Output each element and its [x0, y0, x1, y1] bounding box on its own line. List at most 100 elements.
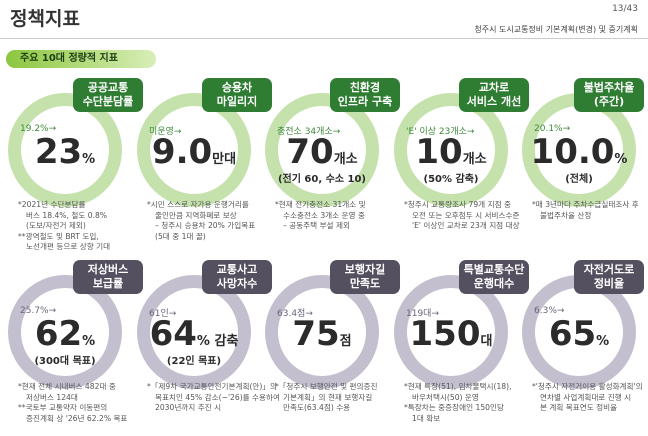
target-number: 70 [286, 132, 334, 172]
target-value: 65% [522, 314, 636, 354]
target-number: 62 [34, 314, 83, 354]
target-value: 75점 [265, 314, 379, 354]
note-line: 기본계획」의 현재 보행자길 [283, 392, 373, 402]
title-line: 자전거도로 [583, 263, 635, 276]
current-value: 19.2%→ [20, 124, 57, 134]
target-unit: % [596, 334, 610, 349]
title-line: 서비스 개선 [466, 95, 522, 108]
target-value: 9.0만대 [137, 132, 251, 172]
note-line: 바우처택시(50) 운영 [412, 392, 479, 402]
target-unit: 개소 [462, 152, 487, 167]
notes: *「청주시 보행안전 및 편의증진 기본계획」의 현재 보행자길 만족도(63.4점… [275, 382, 377, 414]
target-value: 10.0% [522, 132, 636, 172]
note-line: *매 3년마다 주차수급실태조사 후 [532, 200, 639, 209]
note-line: (도보/자전거 제외) [26, 221, 86, 230]
note-line: 본 계획 목표연도 정비율 [540, 403, 618, 412]
note-line: – 청주시 승용차 20% 가입목표 [155, 221, 256, 230]
target-value: 23% [8, 132, 122, 172]
target-value: 62% [8, 314, 122, 354]
note-line: *현재 전체 시내버스 482대 중 [18, 382, 116, 391]
note-line: 노선개편 등으로 상향 기대 [26, 242, 111, 251]
note-line: 저상버스 124대 [26, 392, 78, 402]
indicator-title: 특별교통수단 운행대수 [459, 260, 529, 294]
target-number: 9.0 [151, 132, 213, 172]
note-line: 오전 또는 오후첨두 시 서비스수준 [412, 210, 520, 220]
note-line: 수소충전소 3개소 운영 중 [283, 210, 365, 220]
target-unit: % [614, 152, 628, 167]
section-label: 주요 10대 정량적 지표 [6, 50, 156, 68]
note-line: – 공동주택 부설 제외 [283, 221, 350, 230]
target-number: 10 [415, 132, 463, 172]
target-value: 10개소 [394, 132, 508, 172]
note-line: 1대 확보 [412, 413, 441, 423]
title-line: 교차로 [478, 81, 510, 94]
target-note: (22인 목표) [166, 356, 222, 367]
notes: *2021년 수단분담률 버스 18.4%, 철도 0.8% (도보/자전거 제외)… [18, 200, 110, 253]
target-value: 64% 감축 [137, 314, 251, 354]
target-number: 64 [149, 314, 197, 354]
title-line: 특별교통수단 [463, 263, 525, 276]
notes: *청주시 교통량조사 79개 지점 중 오전 또는 오후첨두 시 서비스수준 'E'… [404, 200, 520, 232]
target-unit: 만대 [212, 152, 237, 167]
notes: *「제9차 국가교통안전기본계획(안)」의 목표치인 45% 감소(~'26)를 … [147, 382, 280, 414]
note-line: 2030년까지 추진 시 [155, 403, 222, 412]
note-line: 버스 18.4%, 철도 0.8% [26, 210, 108, 220]
title-line: 인프라 구축 [337, 95, 393, 108]
target-number: 150 [409, 314, 481, 354]
notes: *매 3년마다 주차수급실태조사 후 불법주차율 산정 [532, 200, 639, 221]
title-line: 사망자수 [216, 277, 258, 290]
notes: *시민 스스로 자가용 운행거리를 줄인만큼 지역화폐로 보상 – 청주시 승용차 … [147, 200, 255, 242]
title-line: 보행자길 [344, 263, 386, 276]
indicator-title: 공공교통 수단분담률 [73, 78, 143, 112]
note-line: 불법주차율 산정 [540, 210, 592, 220]
note-line: 'E' 이상인 교차로 23개 지점 대상 [412, 221, 520, 230]
note-line: 만족도(63.4점) 수용 [283, 403, 351, 412]
current-value: 20.1%→ [534, 124, 571, 134]
note-line: *시민 스스로 자가용 운행거리를 [147, 200, 249, 209]
note-line: 목표치인 45% 감소(~'26)를 수용하여 [155, 392, 281, 402]
target-value: 70개소 [265, 132, 379, 172]
indicator-title: 보행자길 만족도 [330, 260, 400, 294]
slide-title: 정책지표 [10, 8, 80, 30]
target-number: 65 [548, 314, 597, 354]
title-line: 수단분담률 [82, 95, 134, 108]
title-line: 불법주차율 [583, 81, 635, 94]
indicator-title: 친환경 인프라 구축 [330, 78, 400, 112]
note-line: (5대 중 1대 꼴) [155, 231, 206, 241]
note-line: **광역철도 및 BRT 도입, [18, 231, 99, 241]
target-note: (전기 60, 수소 10) [277, 174, 367, 185]
title-line: 저상버스 [87, 263, 129, 276]
current-value: 63.4점→ [277, 309, 313, 319]
indicator-title: 승용차 마일리지 [202, 78, 272, 112]
note-line: 연차별 사업계획대로 진행 시 [540, 392, 632, 402]
title-line: 친환경 [349, 81, 381, 94]
note-line: *'청주시 자전거이용 활성화계획'의 [532, 382, 643, 391]
current-value: 119대→ [406, 309, 439, 319]
current-value: 6.3%→ [534, 306, 565, 316]
note-line: *청주시 교통량조사 79개 지점 중 [404, 200, 511, 209]
title-line: (주간) [593, 95, 625, 108]
title-line: 마일리지 [216, 95, 258, 108]
divider [0, 38, 648, 39]
note-line: *「청주시 보행안전 및 편의증진 [275, 382, 378, 391]
note-line: *2021년 수단분담률 [18, 200, 86, 209]
title-line: 만족도 [349, 277, 381, 290]
note-line: *현재 전기충전소 31개소 및 [275, 200, 366, 209]
target-unit: % [82, 152, 96, 167]
indicator-title: 저상버스 보급률 [73, 260, 143, 294]
current-value: 미운영→ [149, 127, 182, 137]
target-number: 23 [34, 132, 83, 172]
title-line: 보급률 [92, 277, 124, 290]
title-line: 정비율 [593, 277, 625, 290]
note-line: *특장차는 중증장애인 150인당 [404, 403, 504, 412]
title-line: 공공교통 [87, 81, 129, 94]
note-line: *「제9차 국가교통안전기본계획(안)」의 [147, 382, 277, 391]
target-number: 75 [292, 314, 340, 354]
notes: *현재 전기충전소 31개소 및 수소충전소 3개소 운영 중 – 공동주택 부설 … [275, 200, 366, 232]
current-value: 'E' 이상 23개소→ [406, 127, 475, 137]
title-line: 운행대수 [473, 277, 515, 290]
note-line: 줄인만큼 지역화폐로 보상 [155, 210, 237, 220]
current-value: 25.7%→ [20, 306, 57, 316]
subtitle: 청주시 도시교통정비 기본계획(변경) 및 중기계획 [474, 25, 638, 34]
